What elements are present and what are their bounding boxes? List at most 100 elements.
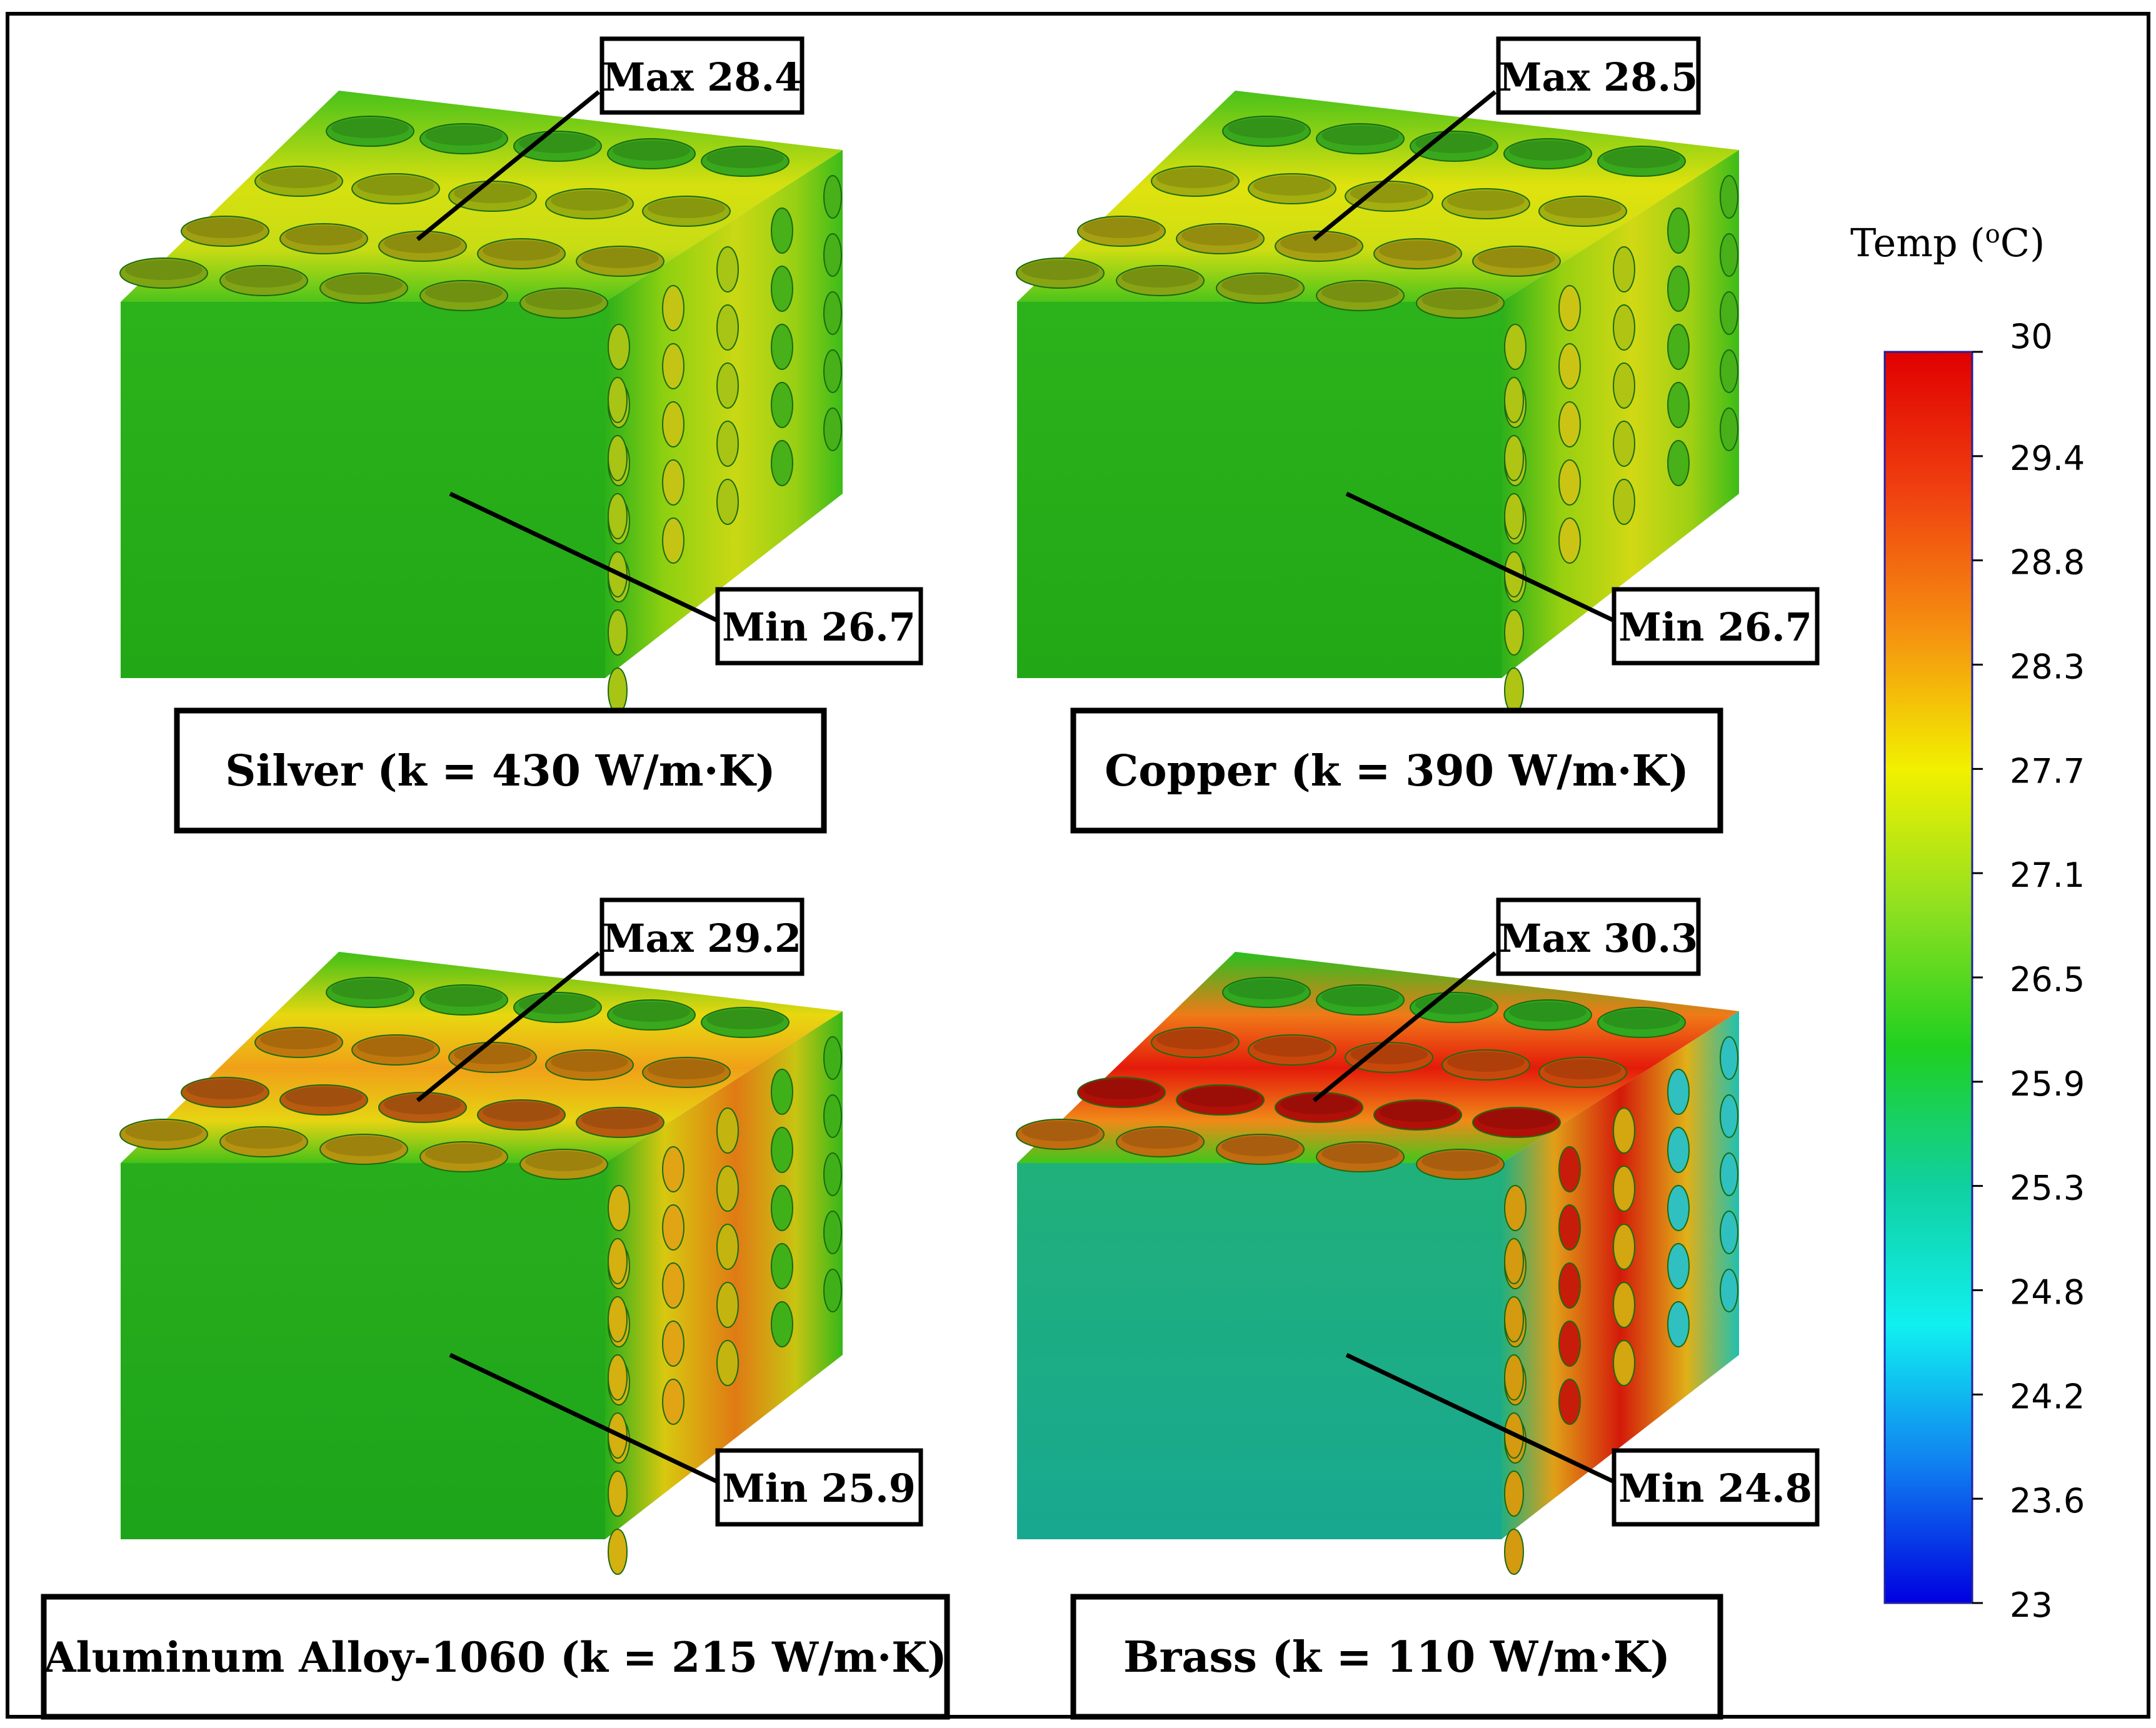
top-hole-shading bbox=[1447, 191, 1525, 211]
side-hole bbox=[1504, 1185, 1527, 1231]
side-hole bbox=[1720, 291, 1738, 335]
top-hole bbox=[448, 181, 537, 212]
side-hole bbox=[1613, 1107, 1635, 1154]
side-hole bbox=[1720, 1094, 1738, 1138]
top-hole-shading bbox=[425, 1144, 503, 1164]
panel-2: Max 28.5 Min 26.7 Copper (k = 390 W/m·K) bbox=[1016, 36, 1820, 834]
top-hole-shading bbox=[1021, 1121, 1099, 1141]
side-hole bbox=[662, 517, 684, 564]
top-hole-shading bbox=[1156, 168, 1234, 188]
side-hole bbox=[608, 1529, 628, 1575]
top-hole bbox=[1016, 257, 1105, 289]
material-label-box bbox=[1070, 1594, 1723, 1720]
top-hole bbox=[701, 146, 790, 177]
top-hole-shading bbox=[425, 987, 503, 1007]
side-hole bbox=[1504, 1354, 1524, 1401]
top-hole bbox=[1151, 166, 1240, 197]
top-hole-shading bbox=[1253, 1037, 1331, 1057]
side-hole bbox=[1504, 1238, 1524, 1284]
material-label-text: Copper (k = 390 W/m·K) bbox=[1105, 746, 1689, 796]
side-hole bbox=[1558, 459, 1581, 506]
side-hole bbox=[662, 1146, 684, 1192]
top-hole bbox=[1538, 196, 1627, 227]
side-hole bbox=[1613, 421, 1635, 467]
side-hole bbox=[1720, 1211, 1738, 1254]
top-hole bbox=[419, 1141, 508, 1172]
top-hole bbox=[1176, 1084, 1265, 1116]
top-hole bbox=[607, 138, 696, 169]
colorbar-tick-label: 23.6 bbox=[2010, 1481, 2085, 1521]
top-hole-shading bbox=[1415, 133, 1493, 153]
top-hole-shading bbox=[1603, 1009, 1680, 1029]
min-leader-line bbox=[1345, 1352, 1615, 1484]
side-hole bbox=[608, 1238, 628, 1284]
cube-front-face bbox=[121, 302, 605, 678]
side-face-holes bbox=[608, 175, 842, 714]
panel-3: Max 29.2 Min 25.9 Aluminum Alloy-1060 (k =… bbox=[41, 897, 950, 1720]
top-hole-shading bbox=[325, 1136, 403, 1156]
colorbar-tick-label: 27.1 bbox=[2010, 856, 2085, 895]
top-hole bbox=[351, 1034, 440, 1066]
top-hole bbox=[181, 1077, 269, 1108]
cube-front-face bbox=[121, 1163, 605, 1539]
top-hole-shading bbox=[1083, 218, 1160, 238]
top-hole-shading bbox=[1350, 1044, 1428, 1064]
side-hole bbox=[771, 382, 793, 428]
top-hole bbox=[419, 123, 508, 154]
top-hole-shading bbox=[1415, 994, 1493, 1014]
max-temp-label: Max 30.3 bbox=[1499, 916, 1698, 961]
max-temp-label: Max 28.5 bbox=[1499, 54, 1698, 100]
top-hole-shading bbox=[260, 1029, 338, 1049]
top-hole bbox=[351, 173, 440, 204]
top-hole bbox=[319, 1134, 408, 1165]
colorbar-tick-label: 26.5 bbox=[2010, 960, 2085, 999]
top-hole-shading bbox=[706, 1009, 784, 1029]
top-hole bbox=[513, 992, 602, 1023]
material-label-box bbox=[1070, 707, 1723, 834]
top-hole-shading bbox=[331, 979, 409, 999]
side-hole bbox=[662, 1379, 684, 1425]
side-hole bbox=[662, 285, 684, 331]
side-hole bbox=[608, 493, 628, 539]
side-hole bbox=[1613, 304, 1635, 351]
side-hole bbox=[1667, 440, 1690, 486]
material-label-text: Silver (k = 430 W/m·K) bbox=[225, 746, 775, 796]
side-hole bbox=[608, 609, 628, 656]
side-hole bbox=[771, 266, 793, 312]
top-hole-shading bbox=[519, 133, 596, 153]
top-hole-shading bbox=[1021, 260, 1099, 280]
top-hole bbox=[1503, 138, 1592, 169]
colorbar: Temp (oC) 30 29.4 28.8 28.3 27.7 27.1 26.5 25.9… bbox=[1850, 220, 2085, 1625]
side-hole bbox=[1720, 1036, 1738, 1080]
min-temp-label: Min 26.7 bbox=[722, 604, 916, 650]
top-hole-shading bbox=[357, 1037, 434, 1057]
side-hole bbox=[1558, 517, 1581, 564]
top-hole-shading bbox=[1228, 118, 1305, 138]
top-hole-shading bbox=[525, 1151, 603, 1171]
top-hole-shading bbox=[125, 1121, 203, 1141]
top-hole-shading bbox=[285, 1087, 363, 1107]
side-hole bbox=[608, 1296, 628, 1342]
material-label-text: Brass (k = 110 W/m·K) bbox=[1123, 1632, 1670, 1682]
side-hole bbox=[1720, 349, 1738, 393]
side-hole bbox=[1558, 343, 1581, 389]
side-hole bbox=[1667, 1243, 1690, 1289]
side-hole bbox=[823, 291, 842, 335]
top-hole-shading bbox=[384, 233, 461, 253]
colorbar-tick-label: 30 bbox=[2010, 317, 2053, 356]
side-hole bbox=[1720, 407, 1738, 451]
side-hole bbox=[1504, 377, 1524, 423]
top-hole-shading bbox=[581, 1109, 659, 1129]
max-callout: Max 28.4 bbox=[599, 36, 805, 115]
side-hole bbox=[716, 246, 739, 292]
min-callout-box bbox=[715, 587, 923, 666]
cube-model bbox=[1016, 952, 1739, 1575]
top-hole-shading bbox=[1280, 233, 1358, 253]
top-hole bbox=[1442, 188, 1530, 219]
top-hole bbox=[1410, 992, 1498, 1023]
top-hole-shading bbox=[1321, 126, 1399, 146]
material-label: Brass (k = 110 W/m·K) bbox=[1070, 1594, 1723, 1720]
side-hole bbox=[608, 377, 628, 423]
max-temp-label: Max 28.4 bbox=[603, 54, 801, 100]
top-face-holes bbox=[119, 116, 790, 319]
